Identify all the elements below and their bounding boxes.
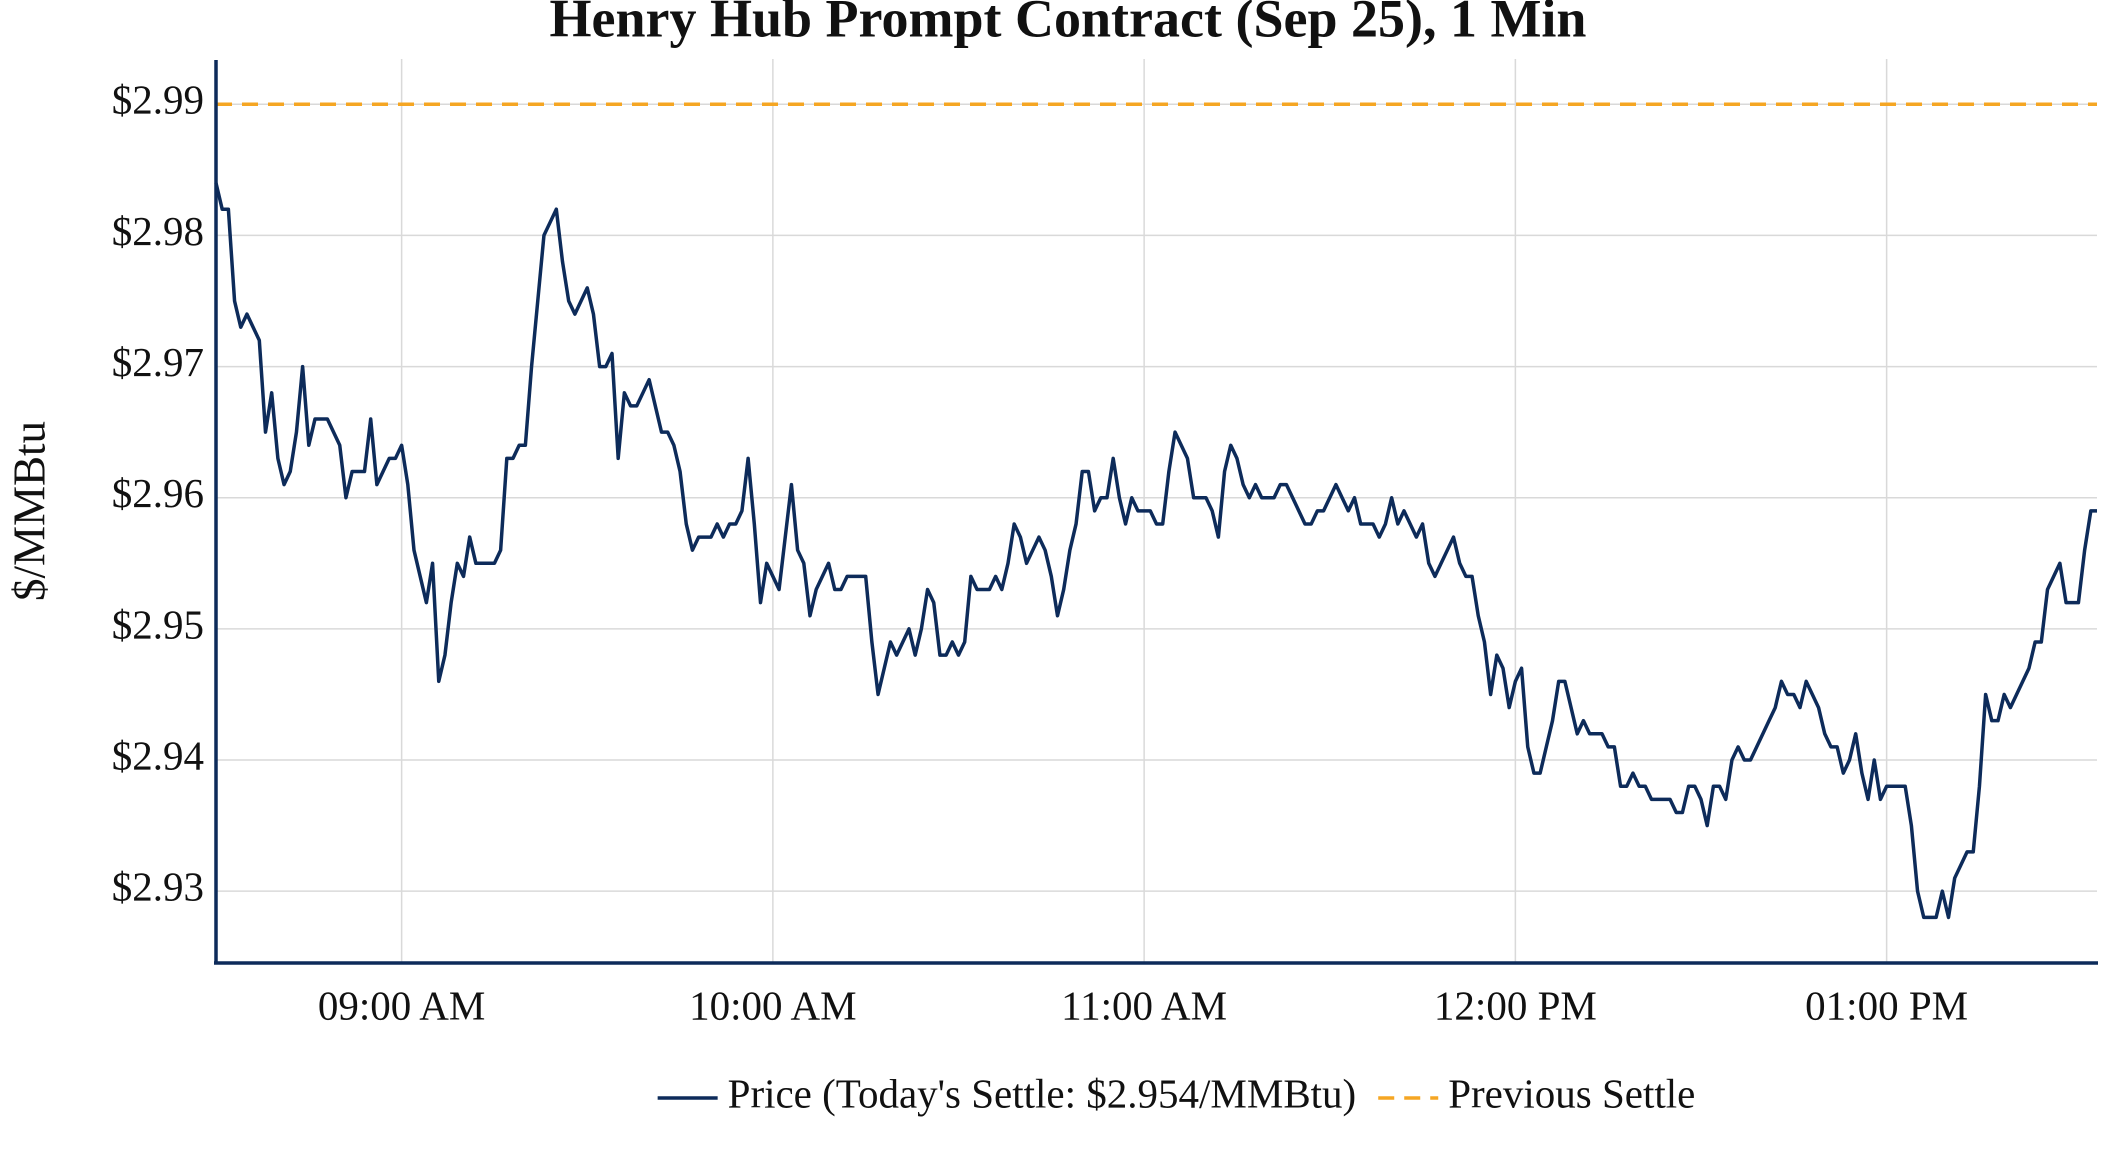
y-tick-label: $2.98 [112, 208, 204, 254]
legend-label: Previous Settle [1448, 1070, 1695, 1116]
y-tick-label: $2.96 [112, 470, 204, 516]
x-tick-label: 11:00 AM [1061, 982, 1227, 1028]
chart-title: Henry Hub Prompt Contract (Sep 25), 1 Mi… [550, 0, 1587, 48]
y-tick-label: $2.99 [112, 77, 204, 123]
axes [214, 60, 2098, 965]
y-tick-label: $2.93 [112, 864, 204, 910]
x-tick-label: 09:00 AM [318, 982, 485, 1028]
series [214, 182, 2097, 920]
y-tick-label: $2.94 [112, 732, 204, 778]
x-tick-label: 01:00 PM [1805, 982, 1968, 1028]
y-tick-label: $2.95 [112, 601, 204, 647]
tick-labels: $2.93 $2.94 $2.95 $2.96 $2.97 $2.98 $2.99 09:00… [112, 77, 1968, 1029]
grid [216, 59, 2097, 962]
x-tick-label: 12:00 PM [1434, 982, 1597, 1028]
y-tick-label: $2.97 [112, 339, 204, 385]
y-axis-title: $/MMBtu [4, 421, 54, 601]
x-tick-label: 10:00 AM [689, 982, 856, 1028]
legend-label: Price (Today's Settle: $2.954/MMBtu) [728, 1070, 1357, 1116]
price-line [214, 182, 2097, 920]
legend: Price (Today's Settle: $2.954/MMBtu) Prev… [657, 1070, 1695, 1116]
